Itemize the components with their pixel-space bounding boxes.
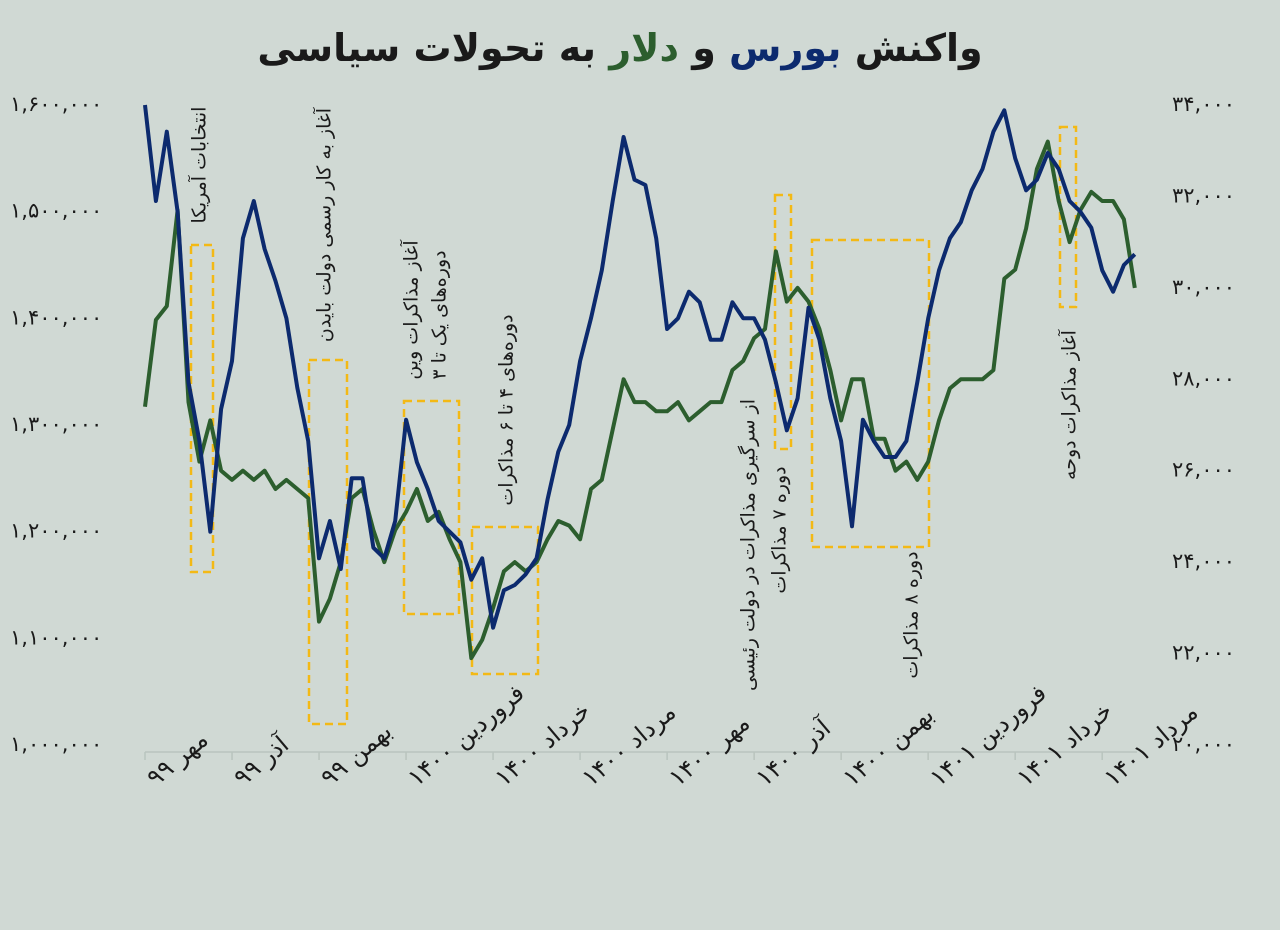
y2-tick-label: ۲۲,۰۰۰ — [1172, 641, 1235, 665]
title-part: واکنش — [855, 26, 983, 71]
y2-tick-label: ۳۲,۰۰۰ — [1172, 183, 1235, 207]
y2-tick-label: ۳۰,۰۰۰ — [1172, 275, 1235, 299]
y2-tick-label: ۲۰,۰۰۰ — [1172, 732, 1235, 756]
title-series-name: بورس — [729, 26, 841, 70]
annotation-box — [307, 358, 349, 726]
annotation-box — [810, 238, 931, 549]
annotation: انتخابات آمریکا — [187, 107, 211, 224]
title-part: و — [690, 26, 716, 71]
annotation-box — [470, 525, 540, 676]
y-tick-label: ۱,۱۰۰,۰۰۰ — [10, 625, 102, 649]
title-series-name: دلار — [607, 26, 679, 70]
y2-tick-label: ۲۸,۰۰۰ — [1172, 366, 1235, 390]
annotation: آغاز مذاکرات وین — [399, 240, 423, 380]
y-tick-label: ۱,۲۰۰,۰۰۰ — [10, 519, 102, 543]
annotation: آغاز به کار رسمی دولت بایدن — [312, 107, 336, 342]
series-line — [143, 104, 1137, 630]
y-tick-label: ۱,۰۰۰,۰۰۰ — [10, 732, 102, 756]
y2-tick-label: ۳۴,۰۰۰ — [1172, 92, 1235, 116]
y2-tick-label: ۲۴,۰۰۰ — [1172, 549, 1235, 573]
annotation: دوره‌های یک تا ۳ — [429, 250, 451, 379]
series-line — [143, 139, 1137, 661]
y2-tick-label: ۲۶,۰۰۰ — [1172, 458, 1235, 482]
annotation-box — [773, 193, 793, 451]
y-tick-label: ۱,۵۰۰,۰۰۰ — [10, 199, 102, 223]
annotation: دوره ۷ مذاکرات — [769, 466, 791, 593]
annotation: از سرگیری مذاکرات در دولت رئیسی — [737, 399, 760, 691]
y-tick-label: ۱,۳۰۰,۰۰۰ — [10, 412, 102, 436]
chart-title: واکنش بورس و دلار به تحولات سیاسی — [257, 26, 982, 71]
y-tick-label: ۱,۶۰۰,۰۰۰ — [10, 92, 102, 116]
annotation: دوره‌های ۴ تا ۶ مذاکرات — [496, 314, 518, 505]
annotation: آغاز مذاکرات دوحه — [1057, 329, 1081, 480]
y-tick-label: ۱,۴۰۰,۰۰۰ — [10, 305, 102, 329]
annotation-box — [402, 399, 461, 616]
annotation: دوره ۸ مذاکرات — [901, 551, 923, 678]
title-part: به تحولات سیاسی — [257, 26, 596, 70]
